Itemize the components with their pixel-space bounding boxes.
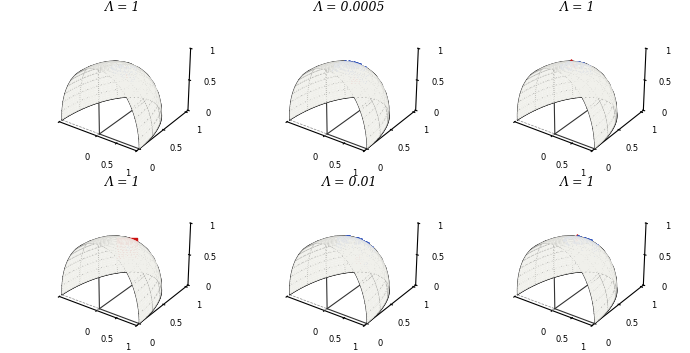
Title: Λ = 1: Λ = 1 — [560, 176, 595, 189]
Title: Λ = 1: Λ = 1 — [105, 1, 140, 14]
Title: Λ = 1: Λ = 1 — [105, 176, 140, 189]
Title: Λ = 1: Λ = 1 — [560, 1, 595, 14]
Title: Λ = 0.0005: Λ = 0.0005 — [315, 1, 386, 14]
Title: Λ = 0.01: Λ = 0.01 — [322, 176, 378, 189]
